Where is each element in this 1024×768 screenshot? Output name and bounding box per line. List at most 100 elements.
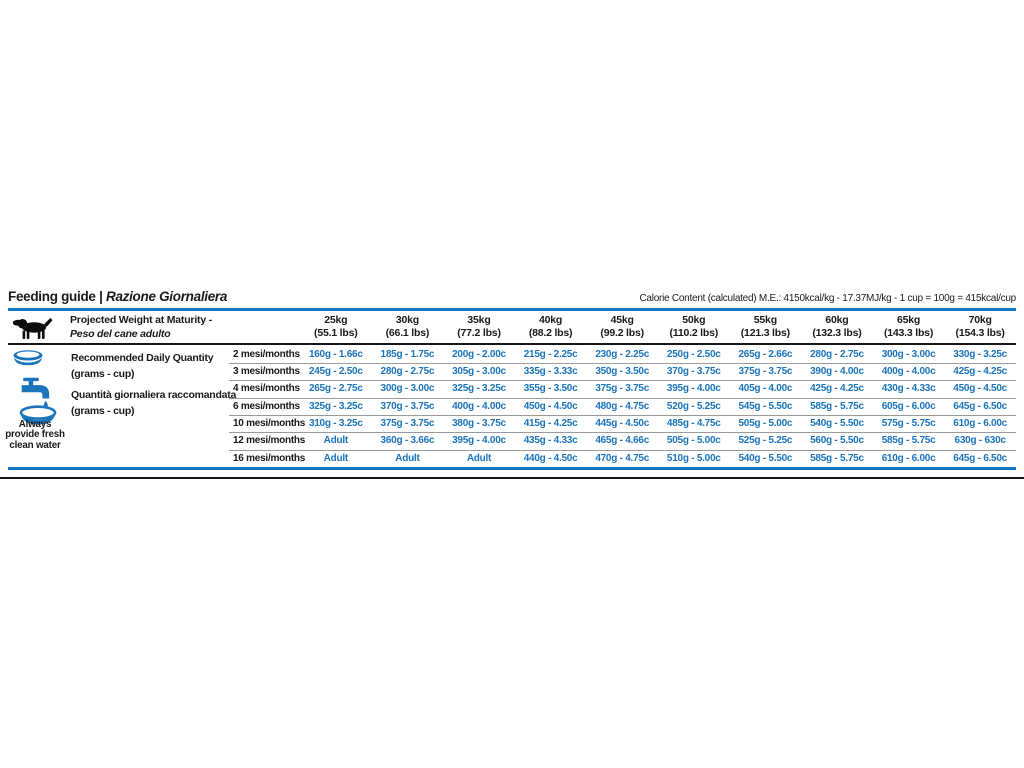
feeding-value-cell: 370g - 3.75c [666, 366, 721, 378]
page-title-en: Feeding guide [8, 289, 96, 304]
feeding-value-cell: 350g - 3.50c [595, 366, 650, 378]
feeding-value-cell: 525g - 5.25c [738, 435, 793, 447]
weight-kg-label: 25kg [324, 314, 348, 326]
feeding-value-cell: 425g - 4.25c [810, 383, 864, 395]
feeding-value-cell: 540g - 5.50c [738, 452, 793, 464]
age-label: 3 mesi/months [233, 366, 300, 378]
feeding-value-cell: 375g - 3.75c [595, 383, 650, 395]
row-values: 310g - 3.25c 375g - 3.75c 380g - 3.75c 415g… [300, 418, 1016, 429]
feeding-value-cell: 405g - 4.00c [738, 383, 793, 395]
feeding-value-cell: 245g - 2.50c [308, 366, 363, 378]
feeding-value-cell: 585g - 5.75c [810, 400, 864, 412]
feeding-value-cell: 375g - 3.75c [738, 366, 793, 378]
weight-lbs-label: (55.1 lbs) [314, 327, 358, 339]
feeding-value-cell: 360g - 3.66c [380, 435, 435, 447]
feeding-value-cell: 265g - 2.66c [738, 348, 793, 360]
weight-kg-label: 50kg [682, 314, 706, 326]
feeding-value-cell: 305g - 3.00c [452, 366, 506, 378]
feeding-value-cell: 400g - 4.00c [452, 400, 506, 412]
feeding-value-cell: 430g - 4.33c [881, 383, 936, 395]
feeding-value-cell: 585g - 5.75c [881, 435, 936, 447]
feeding-value-cell: 505g - 5.00c [666, 435, 721, 447]
feeding-value-cell: 280g - 2.75c [810, 348, 864, 360]
feeding-value-cell: 480g - 4.75c [595, 400, 650, 412]
row-divider [229, 380, 1016, 382]
feeding-value-cell: 450g - 4.50c [523, 400, 578, 412]
weight-column-header: 45kg (99.2 lbs) [586, 314, 658, 340]
weight-kg-label: 65kg [896, 314, 921, 326]
feeding-value-cell: 485g - 4.75c [666, 418, 721, 430]
feeding-row: 16 mesi/months Adult Adult Adult 440g - 4.50… [233, 450, 1016, 467]
feeding-value-cell: 470g - 4.75c [595, 452, 650, 464]
daily-quantity-unit-it: (grams - cup) [71, 404, 135, 417]
weight-column-header: 60kg (132.3 lbs) [801, 314, 873, 340]
feeding-value-cell: 585g - 5.75c [810, 452, 864, 464]
feeding-value-cell: 300g - 3.00c [380, 383, 435, 395]
feeding-value-cell: Adult [323, 435, 349, 447]
page-title-divider: | [99, 289, 103, 304]
weight-lbs-label: (88.2 lbs) [528, 327, 573, 339]
feeding-value-cell: 520g - 5.25c [666, 400, 721, 412]
weight-kg-label: 30kg [395, 314, 419, 326]
feeding-value-cell: 325g - 3.25c [452, 383, 506, 395]
weight-lbs-label: (66.1 lbs) [385, 327, 430, 339]
page-title-it: Razione Giornaliera [106, 289, 228, 304]
feeding-value-cell: 545g - 5.50c [738, 400, 793, 412]
feeding-value-cell: 330g - 3.25c [953, 348, 1007, 360]
feeding-value-cell: 440g - 4.50c [523, 452, 578, 464]
feeding-value-cell: 160g - 1.66c [308, 348, 363, 360]
row-values: 245g - 2.50c 280g - 2.75c 305g - 3.00c 335g… [300, 366, 1016, 377]
row-values: Adult 360g - 3.66c 395g - 4.00c 435g - 4.33… [300, 435, 1016, 446]
feeding-value-cell: 400g - 4.00c [881, 366, 936, 378]
daily-quantity-unit-en: (grams - cup) [71, 367, 135, 380]
feeding-value-cell: 280g - 2.75c [380, 366, 435, 378]
feeding-value-cell: 450g - 4.50c [953, 383, 1007, 395]
feeding-value-cell: 215g - 2.25c [523, 348, 578, 360]
water-note-line: provide fresh [5, 429, 65, 441]
feeding-row: 12 mesi/months Adult 360g - 3.66c 395g - 4.… [233, 432, 1016, 449]
row-divider [229, 449, 1016, 451]
row-divider [229, 362, 1016, 364]
feeding-value-cell: 560g - 5.50c [810, 435, 864, 447]
feeding-value-cell: 415g - 4.25c [523, 418, 578, 430]
feeding-value-cell: 510g - 5.00c [666, 452, 721, 464]
feeding-value-cell: 435g - 4.33c [523, 435, 578, 447]
weight-kg-label: 35kg [467, 314, 491, 326]
daily-quantity-label-en: Recommended Daily Quantity (grams - cup) [71, 351, 214, 382]
row-values: 265g - 2.75c 300g - 3.00c 325g - 3.25c 355g… [300, 383, 1016, 394]
row-values: Adult Adult Adult 440g - 4.50c 470g - 4.75c 5… [300, 453, 1016, 464]
water-note-line: Always [18, 419, 52, 430]
water-note-line: clean water [9, 439, 61, 451]
feeding-value-cell: Adult [323, 452, 349, 464]
weight-at-maturity-label: Projected Weight at Maturity - Peso del … [70, 314, 212, 341]
feeding-value-cell: 200g - 2.00c [452, 348, 506, 360]
food-bowl-icon [13, 350, 43, 366]
age-label: 16 mesi/months [233, 452, 306, 464]
weight-column-header: 30kg (66.1 lbs) [372, 314, 444, 340]
weight-lbs-label: (99.2 lbs) [600, 327, 644, 339]
bottom-accent-rule [8, 466, 1016, 470]
row-divider [229, 397, 1016, 399]
weight-kg-label: 55kg [753, 314, 777, 326]
row-divider [229, 432, 1016, 434]
weight-columns: 25kg (55.1 lbs) 30kg (66.1 lbs) 35kg (77.2 lb… [300, 314, 1016, 340]
weight-lbs-label: (154.3 lbs) [955, 327, 1005, 339]
feeding-value-cell: 540g - 5.50c [810, 418, 864, 430]
weight-column-header: 55kg (121.3 lbs) [730, 314, 802, 340]
weight-lbs-label: (143.3 lbs) [883, 327, 934, 339]
weight-kg-label: 40kg [539, 314, 563, 326]
feeding-value-cell: 645g - 6.50c [953, 452, 1007, 464]
daily-quantity-text-en: Recommended Daily Quantity [71, 352, 214, 364]
calorie-content-note: Calorie Content (calculated) M.E.: 4150k… [639, 293, 1016, 304]
feeding-value-cell: 335g - 3.33c [523, 366, 578, 378]
weight-lbs-label: (77.2 lbs) [457, 327, 501, 339]
row-divider [229, 414, 1016, 416]
feeding-value-cell: 230g - 2.25c [595, 348, 650, 360]
feeding-row: 10 mesi/months 310g - 3.25c 375g - 3.75c 38… [233, 415, 1016, 432]
feeding-value-cell: 505g - 5.00c [738, 418, 793, 430]
feeding-value-cell: 250g - 2.50c [666, 348, 721, 360]
bottom-edge-rule [0, 477, 1024, 479]
weight-lbs-label: (110.2 lbs) [669, 327, 719, 339]
weight-column-header: 40kg (88.2 lbs) [515, 314, 587, 340]
